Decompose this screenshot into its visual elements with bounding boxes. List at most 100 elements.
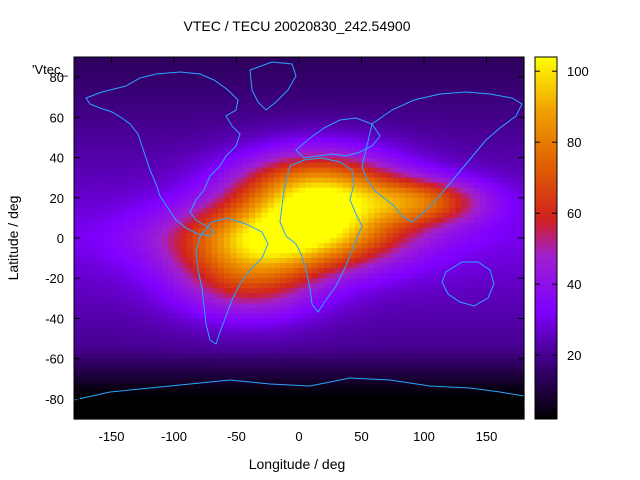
heatmap-cell — [167, 288, 175, 294]
heatmap-cell — [155, 268, 163, 274]
heatmap-cell — [499, 288, 506, 294]
heatmap-cell — [467, 187, 475, 194]
heatmap-cell — [449, 388, 456, 395]
heatmap-cell — [486, 177, 494, 184]
heatmap-cell — [186, 132, 194, 139]
heatmap-cell — [255, 273, 263, 279]
heatmap-cell — [174, 142, 181, 149]
heatmap-cell — [392, 197, 400, 204]
heatmap-cell — [186, 268, 194, 274]
heatmap-cell — [299, 328, 306, 335]
heatmap-cell — [442, 77, 450, 83]
heatmap-cell — [236, 57, 244, 63]
heatmap-cell — [286, 127, 294, 134]
heatmap-cell — [205, 217, 213, 224]
heatmap-cell — [224, 293, 231, 299]
heatmap-cell — [361, 338, 369, 345]
heatmap-cell — [230, 227, 238, 234]
heatmap-cell — [511, 293, 519, 299]
heatmap-cell — [211, 253, 219, 259]
heatmap-cell — [380, 298, 388, 304]
heatmap-cell — [80, 222, 88, 229]
heatmap-cell — [267, 72, 275, 78]
heatmap-cell — [280, 132, 288, 139]
heatmap-cell — [367, 268, 375, 274]
heatmap-cell — [342, 132, 350, 139]
heatmap-cell — [330, 117, 338, 123]
heatmap-cell — [436, 353, 444, 360]
heatmap-cell — [386, 232, 394, 239]
heatmap-cell — [492, 62, 500, 68]
heatmap-cell — [174, 192, 181, 199]
heatmap-cell — [242, 212, 250, 219]
heatmap-cell — [155, 97, 163, 103]
heatmap-cell — [174, 323, 181, 330]
heatmap-cell — [249, 192, 256, 199]
heatmap-cell — [249, 92, 256, 98]
heatmap-cell — [211, 117, 219, 123]
heatmap-cell — [130, 167, 138, 174]
heatmap-cell — [480, 338, 488, 345]
heatmap-cell — [267, 227, 275, 234]
heatmap-cell — [274, 298, 281, 304]
heatmap-cell — [111, 343, 119, 350]
heatmap-cell — [167, 227, 175, 234]
heatmap-cell — [324, 393, 331, 400]
heatmap-cell — [386, 62, 394, 68]
heatmap-cell — [417, 308, 425, 315]
heatmap-cell — [455, 87, 463, 93]
heatmap-cell — [149, 137, 156, 144]
heatmap-cell — [311, 358, 319, 365]
heatmap-cell — [311, 192, 319, 199]
heatmap-cell — [349, 232, 356, 239]
heatmap-cell — [324, 62, 331, 68]
heatmap-cell — [505, 368, 513, 375]
heatmap-cell — [467, 82, 475, 88]
heatmap-cell — [261, 278, 269, 284]
heatmap-cell — [449, 232, 456, 239]
heatmap-cell — [330, 202, 338, 209]
heatmap-cell — [392, 157, 400, 164]
heatmap-cell — [461, 207, 469, 214]
heatmap-cell — [261, 293, 269, 299]
heatmap-cell — [217, 293, 225, 299]
heatmap-cell — [74, 298, 81, 304]
heatmap-cell — [230, 363, 238, 370]
heatmap-cell — [186, 157, 194, 164]
heatmap-cell — [111, 177, 119, 184]
heatmap-cell — [330, 388, 338, 395]
heatmap-cell — [336, 187, 344, 194]
heatmap-cell — [217, 243, 225, 249]
heatmap-cell — [105, 238, 113, 244]
heatmap-cell — [105, 232, 113, 239]
heatmap-cell — [111, 258, 119, 264]
heatmap-cell — [192, 338, 200, 345]
heatmap-cell — [442, 363, 450, 370]
heatmap-cell — [511, 107, 519, 113]
heatmap-cell — [517, 232, 525, 239]
heatmap-cell — [442, 293, 450, 299]
heatmap-cell — [99, 293, 106, 299]
heatmap-cell — [367, 132, 375, 139]
heatmap-cell — [236, 403, 244, 410]
heatmap-cell — [324, 82, 331, 88]
heatmap-cell — [499, 253, 506, 259]
heatmap-cell — [224, 403, 231, 410]
heatmap-cell — [317, 157, 325, 164]
heatmap-cell — [230, 253, 238, 259]
heatmap-cell — [336, 67, 344, 73]
heatmap-cell — [249, 127, 256, 134]
heatmap-cell — [92, 403, 100, 410]
heatmap-cell — [342, 283, 350, 289]
heatmap-cell — [111, 57, 119, 63]
heatmap-cell — [286, 212, 294, 219]
heatmap-cell — [349, 162, 356, 169]
heatmap-cell — [292, 278, 300, 284]
heatmap-cell — [374, 373, 381, 380]
heatmap-cell — [455, 248, 463, 254]
heatmap-cell — [180, 232, 188, 239]
heatmap-cell — [211, 132, 219, 139]
heatmap-cell — [386, 383, 394, 390]
heatmap-cell — [455, 82, 463, 88]
heatmap-cell — [111, 298, 119, 304]
